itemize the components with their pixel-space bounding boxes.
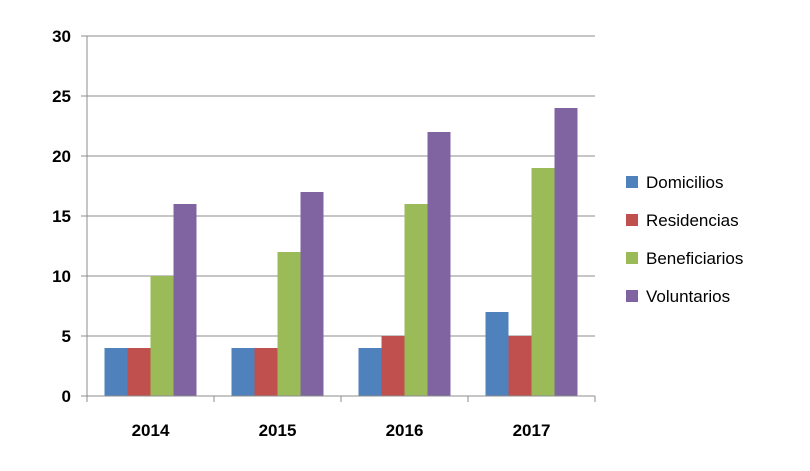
legend-label: Beneficiarios: [646, 249, 743, 268]
y-tick-label: 0: [62, 387, 71, 406]
y-tick-label: 10: [52, 267, 71, 286]
bar-domicilios-2016: [358, 348, 382, 396]
bar-domicilios-2014: [104, 348, 128, 396]
y-tick-label: 5: [62, 327, 71, 346]
bar-residencias-2014: [127, 348, 151, 396]
bar-domicilios-2017: [485, 312, 509, 396]
bar-voluntarios-2014: [173, 204, 197, 396]
legend-swatch: [626, 252, 638, 264]
legend-swatch: [626, 214, 638, 226]
bar-beneficiarios-2015: [277, 252, 301, 396]
bar-voluntarios-2017: [554, 108, 578, 396]
x-tick-label-2015: 2015: [259, 421, 297, 440]
x-axis-ticks: 2014 2015 2016 2017: [86, 396, 596, 440]
bar-beneficiarios-2014: [150, 276, 174, 396]
y-tick-label: 15: [52, 207, 71, 226]
legend-item-beneficiarios: Beneficiarios: [626, 249, 743, 268]
legend-swatch: [626, 176, 638, 188]
bar-residencias-2015: [254, 348, 278, 396]
legend-label: Voluntarios: [646, 287, 730, 306]
legend-label: Residencias: [646, 211, 739, 230]
x-tick-label-2014: 2014: [132, 421, 170, 440]
y-tick-label: 25: [52, 87, 71, 106]
legend-item-voluntarios: Voluntarios: [626, 287, 730, 306]
bar-domicilios-2015: [231, 348, 255, 396]
x-tick-label-2017: 2017: [513, 421, 551, 440]
bar-beneficiarios-2016: [404, 204, 428, 396]
legend: Domicilios Residencias Beneficiarios Volunt…: [626, 173, 743, 306]
legend-swatch: [626, 290, 638, 302]
bar-residencias-2016: [381, 336, 405, 396]
y-tick-label: 20: [52, 147, 71, 166]
bar-residencias-2017: [508, 336, 532, 396]
x-tick-label-2016: 2016: [386, 421, 424, 440]
bars: [104, 108, 578, 396]
legend-item-residencias: Residencias: [626, 211, 739, 230]
y-tick-label: 30: [52, 27, 71, 46]
bar-voluntarios-2016: [427, 132, 451, 396]
y-axis-ticks: 0 5 10 15 20 25 30: [52, 27, 87, 406]
legend-item-domicilios: Domicilios: [626, 173, 723, 192]
bar-voluntarios-2015: [300, 192, 324, 396]
legend-label: Domicilios: [646, 173, 723, 192]
bar-beneficiarios-2017: [531, 168, 555, 396]
